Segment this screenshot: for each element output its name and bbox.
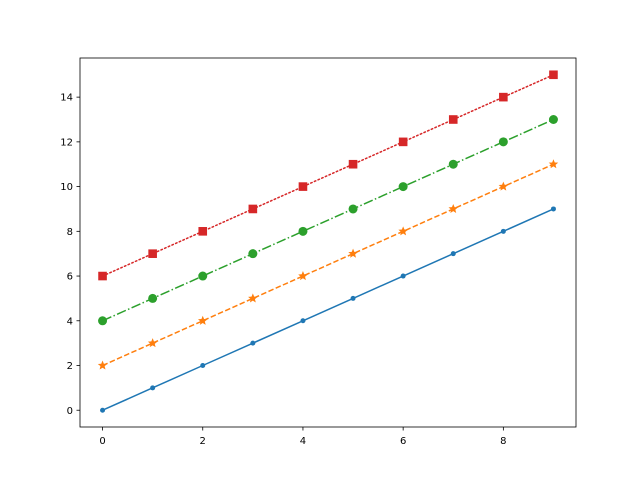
series-2-point <box>97 360 108 370</box>
series-layer <box>97 70 559 413</box>
series-1-line <box>102 208 554 411</box>
series-4-point <box>298 182 308 191</box>
y-axis: 0 2 4 6 8 10 12 14 <box>60 93 80 417</box>
series-1-point <box>500 228 506 234</box>
series-4-point <box>549 70 558 80</box>
x-tick-label: 0 <box>99 436 105 447</box>
series-2-point <box>548 159 559 169</box>
series-1-point <box>550 206 556 212</box>
x-tick-label: 8 <box>500 436 506 447</box>
series-4-point <box>398 137 408 147</box>
y-tick-label: 0 <box>67 406 73 417</box>
y-tick-label: 10 <box>60 182 73 193</box>
series-2-point <box>298 271 308 281</box>
y-tick-label: 8 <box>67 227 73 238</box>
y-tick-label: 12 <box>60 137 73 148</box>
series-1-point <box>200 363 206 368</box>
series-3-point <box>398 182 408 192</box>
series-3-point <box>98 316 108 326</box>
x-tick-label: 2 <box>200 436 206 447</box>
y-tick-label: 6 <box>67 272 73 283</box>
series-3-point <box>248 249 258 259</box>
series-1 <box>100 206 556 413</box>
x-axis: 0 2 4 6 8 <box>99 427 507 447</box>
series-3-point <box>498 137 508 147</box>
x-tick-label: 4 <box>300 436 306 447</box>
series-3-point <box>298 226 308 236</box>
series-2-point <box>398 226 408 236</box>
series-2-point <box>448 203 459 213</box>
series-1-point <box>350 295 356 301</box>
series-3-point <box>448 159 458 169</box>
series-3 <box>98 115 558 326</box>
x-tick-label: 6 <box>400 436 406 447</box>
series-2-point <box>498 181 509 191</box>
series-1-point <box>100 407 106 413</box>
series-4-point <box>448 115 458 124</box>
series-1-point <box>450 251 456 257</box>
series-1-point <box>250 340 256 346</box>
series-4-point <box>499 92 508 102</box>
series-3-point <box>148 293 158 303</box>
series-1-point <box>400 273 406 279</box>
y-tick-label: 4 <box>67 316 73 327</box>
series-2-point <box>248 293 258 303</box>
series-1-point <box>150 385 156 391</box>
series-4-point <box>98 271 107 281</box>
plot-frame <box>79 57 577 428</box>
series-2 <box>97 159 559 370</box>
y-tick-label: 2 <box>67 361 73 372</box>
series-4-point <box>148 249 157 258</box>
series-4-line <box>101 74 555 277</box>
series-4 <box>98 70 558 281</box>
series-1-point <box>300 318 306 324</box>
series-3-point <box>198 271 208 281</box>
series-3-point <box>348 204 358 214</box>
series-4-point <box>248 204 258 214</box>
series-3-line <box>102 118 554 322</box>
series-2-point <box>147 338 158 348</box>
series-4-point <box>348 159 358 169</box>
series-4-point <box>198 227 208 236</box>
y-tick-label: 14 <box>60 93 73 104</box>
series-2-line <box>102 163 554 367</box>
series-2-point <box>348 248 358 258</box>
series-3-point <box>548 115 558 124</box>
series-2-point <box>197 315 208 325</box>
